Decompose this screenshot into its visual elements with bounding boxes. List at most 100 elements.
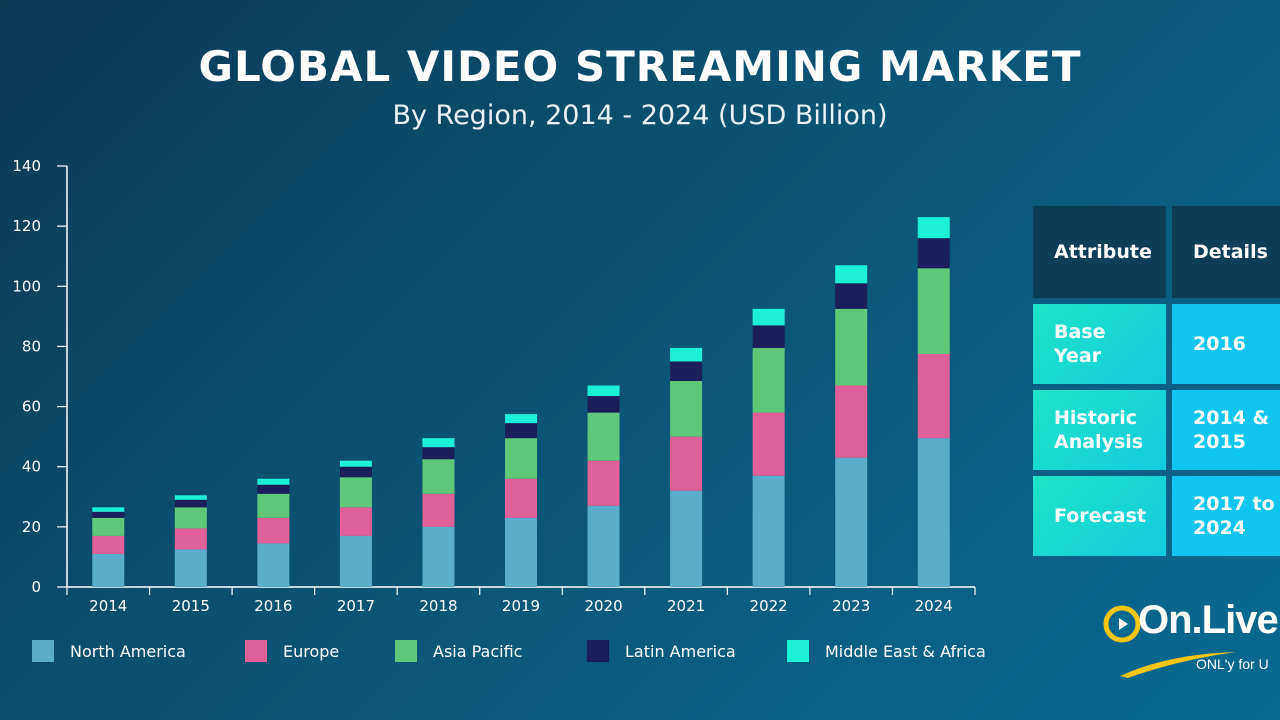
legend-swatch (395, 640, 417, 662)
legend-label: Europe (283, 641, 340, 661)
chart-subtitle: By Region, 2014 - 2024 (USD Billion) (392, 100, 888, 131)
legend-label: Latin America (625, 641, 736, 661)
legend-swatch (245, 640, 267, 662)
bar-segment (339, 477, 372, 508)
y-tick-label: 100 (12, 277, 41, 295)
bar-segment (505, 478, 537, 518)
bar-segment (587, 412, 620, 461)
bar-segment (670, 436, 703, 491)
bar-segment (670, 347, 703, 362)
y-tick-label: 140 (12, 157, 41, 175)
x-tick-label: 2018 (419, 597, 457, 615)
stacked-bar-chart: 0 20 40 60 80 100 120 140 2014 2015 2016 2017 2018 20… (12, 157, 976, 615)
x-tick-label: 2022 (750, 597, 788, 615)
bar-segment (670, 490, 703, 587)
table-cell-details: 2014 & 2015 (1172, 390, 1280, 470)
table-cell-details: 2017 to 2024 (1172, 476, 1280, 556)
bar-segment (917, 353, 950, 439)
bar-segment (505, 423, 537, 439)
bar-segment (257, 517, 290, 544)
bar-segment (835, 385, 868, 458)
table-header-details: Details (1172, 206, 1280, 298)
legend-label: Middle East & Africa (825, 641, 986, 661)
x-tick-label: 2017 (337, 597, 375, 615)
y-tick-label: 80 (22, 337, 41, 355)
bar-segment (92, 553, 125, 587)
bar-segment (587, 505, 620, 587)
bar-segment (422, 493, 455, 527)
onlive-logo: On.Live ONL'y for U (1098, 594, 1280, 684)
bar-segment (752, 475, 785, 587)
legend-label: North America (70, 641, 186, 661)
x-tick-label: 2020 (584, 597, 622, 615)
x-tick-label: 2021 (667, 597, 705, 615)
y-tick-label: 20 (22, 518, 41, 536)
bar-segment (835, 265, 868, 284)
bar-segment (587, 396, 620, 413)
bar-segment (257, 493, 290, 518)
logo-tagline: ONL'y for U (1196, 656, 1269, 672)
y-tick-label: 60 (22, 398, 41, 416)
x-tick-label: 2019 (502, 597, 540, 615)
bar-segment (917, 238, 950, 269)
bar-segment (257, 543, 290, 587)
table-row: Historic Analysis 2014 & 2015 (1033, 390, 1280, 470)
table-row: Base Year 2016 (1033, 304, 1280, 384)
bar-segment (257, 478, 290, 485)
chart-title: GLOBAL VIDEO STREAMING MARKET (198, 42, 1082, 91)
legend-swatch (32, 640, 54, 662)
bar-segment (339, 507, 372, 536)
bar-segment (505, 414, 537, 424)
bar-segment (752, 347, 785, 413)
bar-segment (339, 460, 372, 467)
table-row: Forecast 2017 to 2024 (1033, 476, 1280, 556)
table-cell-attribute: Historic Analysis (1033, 390, 1166, 470)
x-tick-label: 2015 (172, 597, 210, 615)
y-tick-label: 120 (12, 217, 41, 235)
x-tick-label: 2014 (89, 597, 127, 615)
logo-wordmark: On.Live (1138, 598, 1279, 642)
chart-legend: North America Europe Asia Pacific Latin Ame… (0, 640, 990, 670)
bar-segment (257, 484, 290, 494)
bar-segment (174, 549, 207, 587)
bar-segment (174, 528, 207, 550)
legend-label: Asia Pacific (433, 641, 523, 661)
x-tick-label: 2023 (832, 597, 870, 615)
bar-segment (339, 535, 372, 587)
bar-segment (835, 308, 868, 386)
bar-segment (835, 283, 868, 309)
y-tick-label: 40 (22, 458, 41, 476)
bar-segment (92, 507, 125, 512)
bar-segment (422, 438, 455, 448)
bar-segment (670, 381, 703, 437)
bar-segment (422, 459, 455, 494)
bar-segment (92, 535, 125, 554)
legend-item: Middle East & Africa (787, 640, 986, 662)
bar-segment (339, 466, 372, 478)
table-cell-attribute: Base Year (1033, 304, 1166, 384)
bar-segment (422, 526, 455, 587)
legend-item: Asia Pacific (395, 640, 522, 662)
bar-segment (92, 517, 125, 536)
bar-segment (174, 499, 207, 508)
attribute-details-table: Attribute Details Base Year 2016 Histori… (1033, 206, 1280, 562)
bar-segment (670, 361, 703, 382)
bar-segment (174, 495, 207, 500)
bar-segment (917, 438, 950, 587)
legend-swatch (587, 640, 609, 662)
bar-segment (752, 308, 785, 326)
y-tick-label: 0 (31, 578, 41, 596)
bar-segment (505, 438, 537, 479)
table-cell-attribute: Forecast (1033, 476, 1166, 556)
swoosh-icon (1120, 652, 1236, 678)
bar-segment (587, 460, 620, 506)
bar-segment (752, 412, 785, 476)
legend-item: Latin America (587, 640, 736, 662)
table-cell-details: 2016 (1172, 304, 1280, 384)
table-header-attribute: Attribute (1033, 206, 1166, 298)
x-tick-label: 2024 (915, 597, 953, 615)
legend-item: Europe (245, 640, 339, 662)
x-tick-label: 2016 (254, 597, 292, 615)
bar-segment (505, 517, 537, 587)
legend-item: North America (32, 640, 186, 662)
